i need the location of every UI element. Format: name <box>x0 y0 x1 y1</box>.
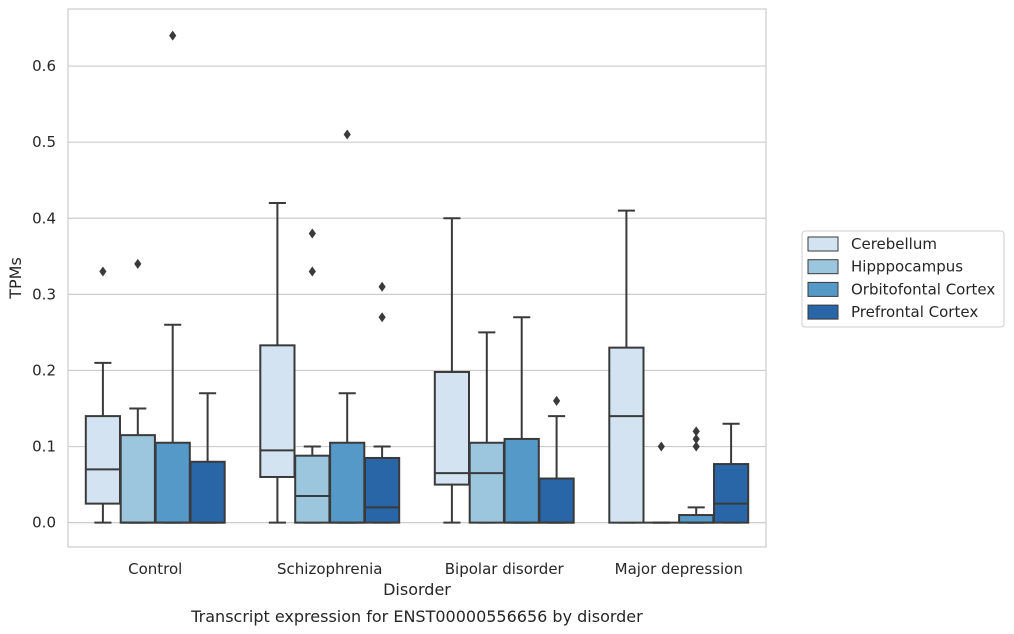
plot-frame <box>67 8 767 548</box>
y-tick-label: 0.3 <box>32 285 56 303</box>
y-axis-label: TPMs <box>6 257 25 300</box>
outlier-point <box>343 129 351 140</box>
box-group <box>294 228 331 524</box>
box-iqr <box>119 434 156 524</box>
outlier-point <box>169 30 177 41</box>
box-group <box>84 266 122 524</box>
box-iqr <box>433 370 471 486</box>
legend-label: Cerebellum <box>851 235 937 253</box>
legend-swatch <box>807 281 839 297</box>
outlier-point <box>692 441 700 452</box>
outlier-point <box>308 266 316 277</box>
legend-label: Hipppocampus <box>851 258 963 276</box>
box-group <box>678 426 715 524</box>
legend-label: Orbitofontal Cortex <box>851 280 995 298</box>
box-iqr <box>363 456 401 524</box>
box-group <box>468 331 505 524</box>
y-tick-label: 0.0 <box>32 514 56 532</box>
box-group <box>329 129 366 524</box>
box-iqr <box>468 441 505 524</box>
box-group <box>644 441 679 524</box>
outlier-point <box>692 433 700 444</box>
box-iqr <box>678 514 715 524</box>
outlier-point <box>99 266 107 277</box>
box-group <box>608 209 645 524</box>
x-tick-label: Control <box>128 560 182 578</box>
outlier-point <box>378 281 386 292</box>
x-axis-ticks: Control Schizophrenia Bipolar disorder Majo… <box>128 560 743 578</box>
outlier-point <box>378 312 386 323</box>
box-iqr <box>294 454 331 524</box>
box-group <box>503 316 540 524</box>
outlier-point <box>553 395 561 406</box>
box-iqr <box>84 415 122 505</box>
y-tick-label: 0.2 <box>32 361 56 379</box>
x-tick-label: Schizophrenia <box>277 560 382 578</box>
x-axis-label: Disorder <box>383 580 451 599</box>
box-group <box>189 392 226 524</box>
box-group <box>154 30 191 524</box>
outlier-point <box>134 258 142 269</box>
box-marks <box>84 30 750 524</box>
legend-swatch <box>807 259 839 275</box>
box-iqr <box>329 441 366 524</box>
y-tick-label: 0.6 <box>32 57 56 75</box>
outlier-point <box>657 441 665 452</box>
box-iqr <box>259 344 296 478</box>
x-tick-label: Major depression <box>615 560 743 578</box>
box-iqr <box>538 477 575 524</box>
box-iqr <box>712 463 750 524</box>
box-group <box>363 281 401 524</box>
y-tick-label: 0.4 <box>32 209 56 227</box>
box-iqr <box>503 437 540 524</box>
x-tick-label: Bipolar disorder <box>445 560 565 578</box>
box-group <box>433 217 471 524</box>
box-group <box>259 202 296 524</box>
legend-frame <box>801 230 1005 328</box>
outlier-point <box>308 228 316 239</box>
legend-swatch <box>807 236 839 252</box>
box-group <box>712 422 750 524</box>
y-tick-label: 0.1 <box>32 438 56 456</box>
box-iqr <box>154 441 191 524</box>
legend-swatch <box>807 304 839 320</box>
legend-label: Prefrontal Cortex <box>851 303 978 321</box>
box-group <box>538 395 575 524</box>
legend: Cerebellum Hipppocampus Orbitofontal Corte… <box>801 230 1005 328</box>
y-axis-ticks: 0.0 0.1 0.2 0.3 0.4 0.5 0.6 <box>32 57 56 532</box>
figure-caption: Transcript expression for ENST0000055665… <box>190 607 643 626</box>
box-iqr <box>608 346 645 524</box>
box-group <box>119 258 156 524</box>
outlier-point <box>692 426 700 437</box>
box-iqr <box>189 460 226 524</box>
y-tick-label: 0.5 <box>32 133 56 151</box>
